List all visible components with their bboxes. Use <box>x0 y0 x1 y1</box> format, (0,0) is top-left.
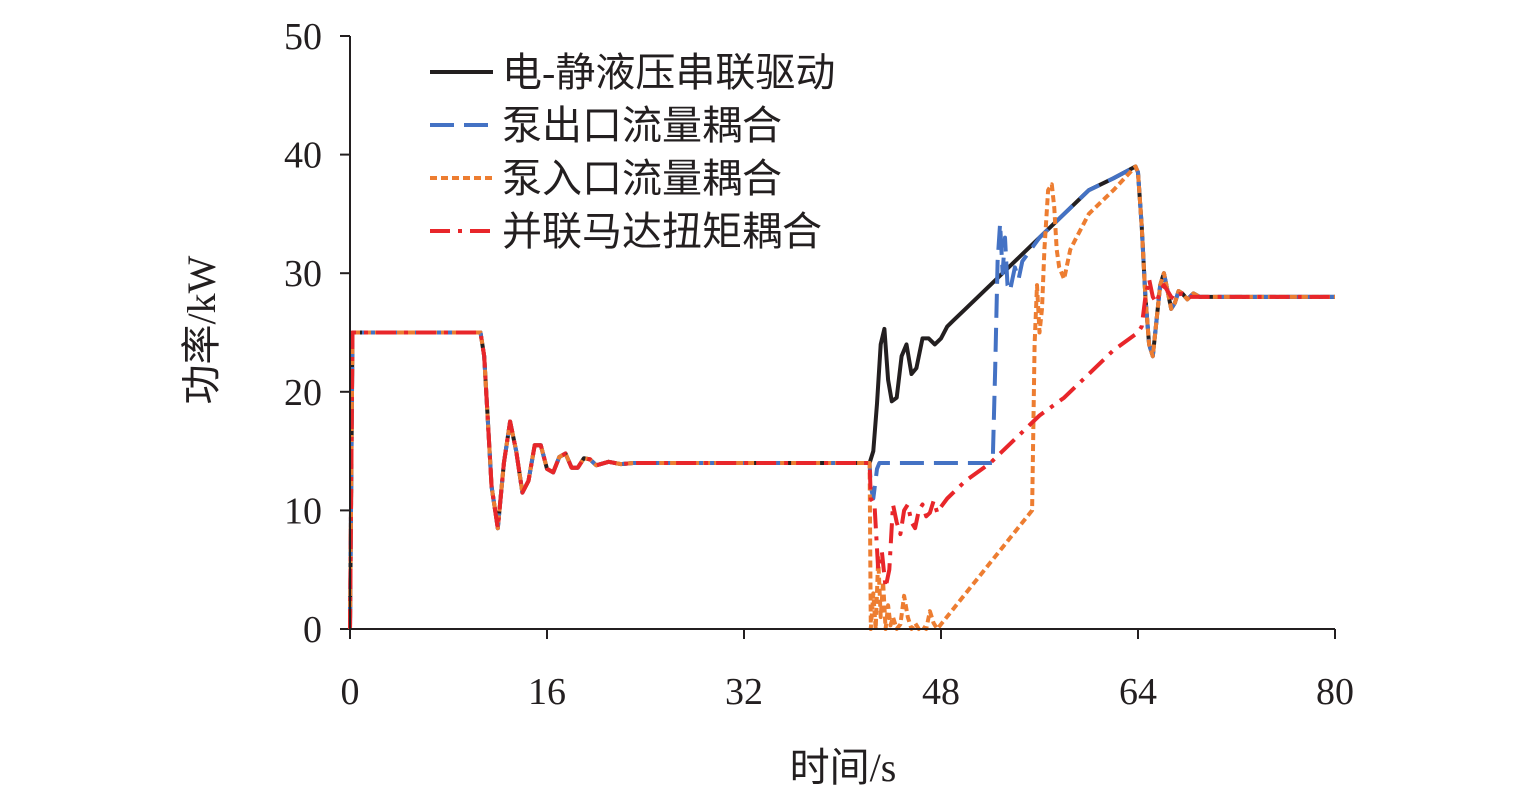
legend-label-2: 泵入口流量耦合 <box>502 156 782 201</box>
legend-label-1: 泵出口流量耦合 <box>502 103 782 148</box>
y-tick-label-3: 30 <box>284 253 322 295</box>
legend-label-0: 电-静液压串联驱动 <box>502 50 835 95</box>
tick-layer <box>340 35 1336 639</box>
x-tick-label-5: 80 <box>1316 671 1354 713</box>
y-tick-label-4: 40 <box>284 135 322 177</box>
x-tick-label-4: 64 <box>1119 671 1157 713</box>
tick-label-layer: 0 10 20 30 40 50 0 16 32 48 64 80 <box>284 16 1354 713</box>
axes-layer <box>349 36 1335 630</box>
series-layer <box>348 164 1335 631</box>
x-axis-title: 时间/s <box>790 745 897 790</box>
y-axis-title: 功率/kW <box>179 255 224 404</box>
series-line-3 <box>348 277 1335 630</box>
y-tick-label-0: 0 <box>303 609 322 651</box>
series-line-0 <box>348 164 1335 630</box>
y-tick-label-5: 50 <box>284 16 322 58</box>
x-tick-label-3: 48 <box>922 671 960 713</box>
x-tick-label-0: 0 <box>341 671 360 713</box>
y-tick-label-2: 20 <box>284 372 322 414</box>
y-tick-label-1: 10 <box>284 490 322 532</box>
series-line-1 <box>348 164 1335 630</box>
series-line-2 <box>348 164 1335 631</box>
legend-label-3: 并联马达扭矩耦合 <box>502 209 822 254</box>
x-tick-label-1: 16 <box>528 671 566 713</box>
x-tick-label-2: 32 <box>725 671 763 713</box>
